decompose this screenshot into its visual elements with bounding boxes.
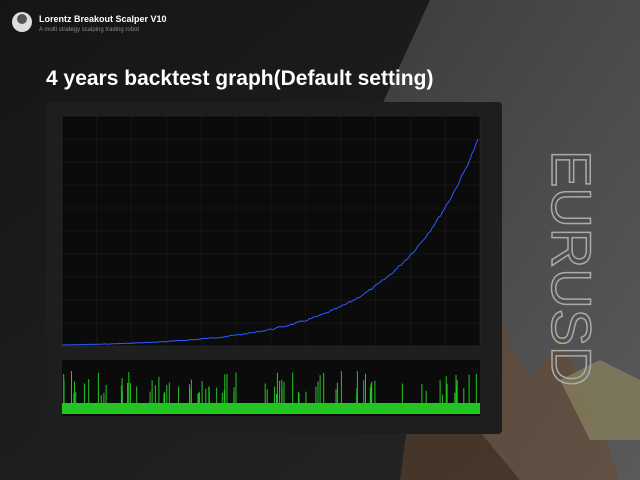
volume-bar xyxy=(75,391,77,403)
volume-bar xyxy=(235,372,237,403)
volume-bar xyxy=(281,379,283,403)
volume-bar xyxy=(264,383,266,403)
volume-bar xyxy=(158,376,160,403)
volume-bar xyxy=(421,384,423,403)
product-title: Lorentz Breakout Scalper V10 xyxy=(39,14,167,24)
volume-bar xyxy=(279,380,281,403)
volume-bar xyxy=(370,383,372,403)
volume-bar xyxy=(190,379,192,403)
volume-bar xyxy=(363,380,365,403)
volume-bar xyxy=(335,389,337,403)
volume-bar xyxy=(74,381,75,403)
volume-bar xyxy=(266,389,268,403)
volume-bar xyxy=(371,381,373,403)
volume-bar xyxy=(221,392,223,403)
volume-bar xyxy=(100,395,102,403)
volume-bars xyxy=(63,371,477,403)
volume-bar xyxy=(71,371,72,403)
volume-bar xyxy=(374,380,376,403)
volume-bar xyxy=(454,392,456,403)
volume-bar xyxy=(233,387,235,403)
volume-bar xyxy=(445,376,447,403)
volume-bar xyxy=(149,391,151,403)
volume-bar xyxy=(121,391,123,403)
volume-bar xyxy=(283,381,285,403)
volume-bar xyxy=(323,372,325,403)
volume-bar xyxy=(164,391,166,403)
volume-bar xyxy=(73,393,75,403)
volume-bar xyxy=(315,386,317,403)
heading: 4 years backtest graph(Default setting) xyxy=(46,67,433,90)
volume-bar xyxy=(365,373,366,403)
volume-bar xyxy=(463,388,465,403)
volume-bar xyxy=(136,386,138,403)
volume-bar xyxy=(103,392,105,403)
volume-bar xyxy=(442,394,444,403)
volume-bar xyxy=(276,394,277,403)
volume-bar xyxy=(154,385,156,403)
side-label: EURUSD xyxy=(540,150,603,386)
volume-bar xyxy=(97,372,99,403)
avatar-head xyxy=(17,14,27,24)
graph-grid xyxy=(62,116,480,346)
volume-bar xyxy=(151,380,153,403)
volume-bar xyxy=(168,382,170,403)
volume-bar xyxy=(274,386,276,403)
volume-bar xyxy=(105,384,107,403)
volume-bar xyxy=(356,394,358,403)
volume-bar xyxy=(317,381,319,403)
volume-bar xyxy=(305,391,307,403)
volume-bar xyxy=(226,374,228,403)
volume-bar xyxy=(189,384,190,403)
volume-bar xyxy=(201,381,203,403)
volume-bar xyxy=(120,385,122,403)
product-subtitle: A multi strategy scalping trading robot xyxy=(39,27,139,33)
volume-bar xyxy=(63,374,65,403)
volume-bar xyxy=(83,383,85,403)
volume-bar xyxy=(292,372,294,403)
decor-stack xyxy=(560,360,640,440)
volume-bar xyxy=(336,382,338,403)
volume-bar xyxy=(446,383,448,403)
volume-bar xyxy=(163,393,165,403)
volume-bar xyxy=(297,391,299,403)
volume-bar xyxy=(205,388,207,403)
volume-bar xyxy=(456,380,458,403)
volume-bar xyxy=(88,379,90,403)
volume-bar xyxy=(178,386,180,403)
volume-bar xyxy=(128,372,130,403)
volume-bar xyxy=(475,373,477,403)
volume-bar xyxy=(198,392,200,403)
volume-bar xyxy=(455,374,457,403)
volume-bar xyxy=(127,382,129,403)
volume-bar xyxy=(216,387,218,403)
volume-bar xyxy=(166,384,168,403)
equity-curve xyxy=(62,138,479,346)
volume-bar xyxy=(369,387,371,403)
volume-bar xyxy=(439,380,441,403)
volume-bar xyxy=(224,374,226,403)
volume-base xyxy=(62,403,480,414)
volume-bar xyxy=(298,392,300,403)
volume-bar xyxy=(401,383,403,403)
volume-bar xyxy=(340,371,342,403)
volume-bar xyxy=(129,382,131,403)
volume-bar xyxy=(468,374,470,403)
volume-bar xyxy=(276,372,278,403)
volume-bar xyxy=(197,393,199,403)
volume-bar xyxy=(121,378,123,403)
volume-bar xyxy=(425,390,427,403)
volume-bar xyxy=(356,371,358,403)
volume-bar xyxy=(319,375,321,403)
volume-bar xyxy=(208,393,210,403)
